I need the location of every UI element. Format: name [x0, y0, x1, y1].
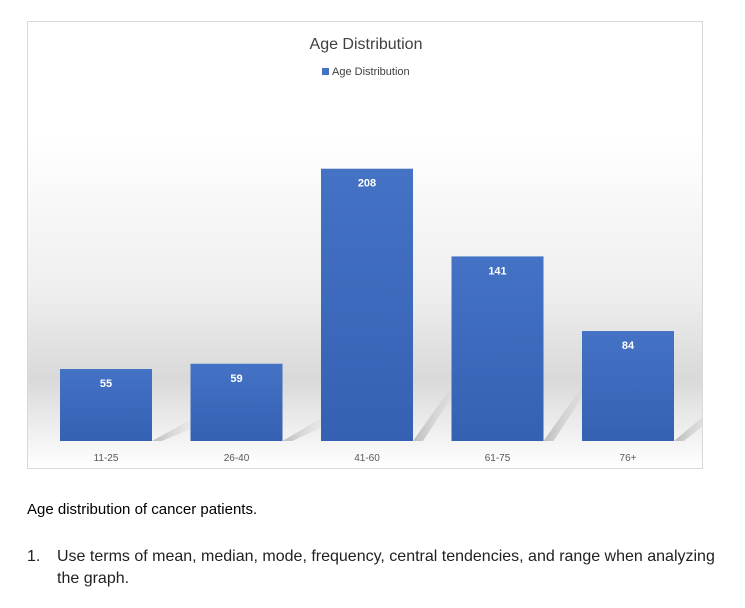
tick-label: 41-60	[354, 453, 380, 464]
bar	[582, 331, 674, 441]
x-axis-ticks: 11-25 26-40 41-60 61-75 76+	[94, 453, 637, 464]
bar-shadow	[674, 417, 702, 441]
chart-legend: Age Distribution	[322, 66, 410, 78]
tick-label: 26-40	[224, 453, 250, 464]
data-label: 84	[622, 340, 635, 352]
bar	[60, 369, 152, 441]
legend-label: Age Distribution	[332, 66, 410, 78]
tick-label: 76+	[620, 453, 637, 464]
bar-shadow	[543, 376, 590, 441]
tick-label: 61-75	[485, 453, 511, 464]
bar-shadows	[152, 376, 702, 441]
question-list: 1. Use terms of mean, median, mode, freq…	[27, 546, 727, 590]
data-labels: 55 59 208 141 84	[100, 178, 635, 390]
data-label: 208	[358, 178, 376, 190]
question-text: Use terms of mean, median, mode, frequen…	[57, 548, 715, 587]
legend-swatch	[322, 68, 329, 75]
bar-shadow	[282, 413, 329, 441]
data-label: 59	[230, 373, 242, 385]
chart-frame: Age Distribution Age Distribution 55 59 20…	[27, 21, 703, 469]
bar-shadow	[413, 376, 459, 441]
bar	[321, 168, 413, 441]
bar-chart: Age Distribution Age Distribution 55 59 20…	[60, 36, 702, 464]
bar	[451, 256, 544, 441]
data-label: 55	[100, 378, 112, 390]
bar-shadow	[152, 415, 198, 441]
question-item: 1. Use terms of mean, median, mode, freq…	[27, 546, 727, 590]
data-label: 141	[488, 265, 506, 277]
bar-series	[60, 168, 674, 441]
tick-label: 11-25	[94, 453, 119, 464]
question-number: 1.	[27, 548, 41, 565]
figure-caption: Age distribution of cancer patients.	[27, 501, 258, 518]
chart-title: Age Distribution	[310, 36, 423, 53]
bar	[190, 363, 283, 441]
